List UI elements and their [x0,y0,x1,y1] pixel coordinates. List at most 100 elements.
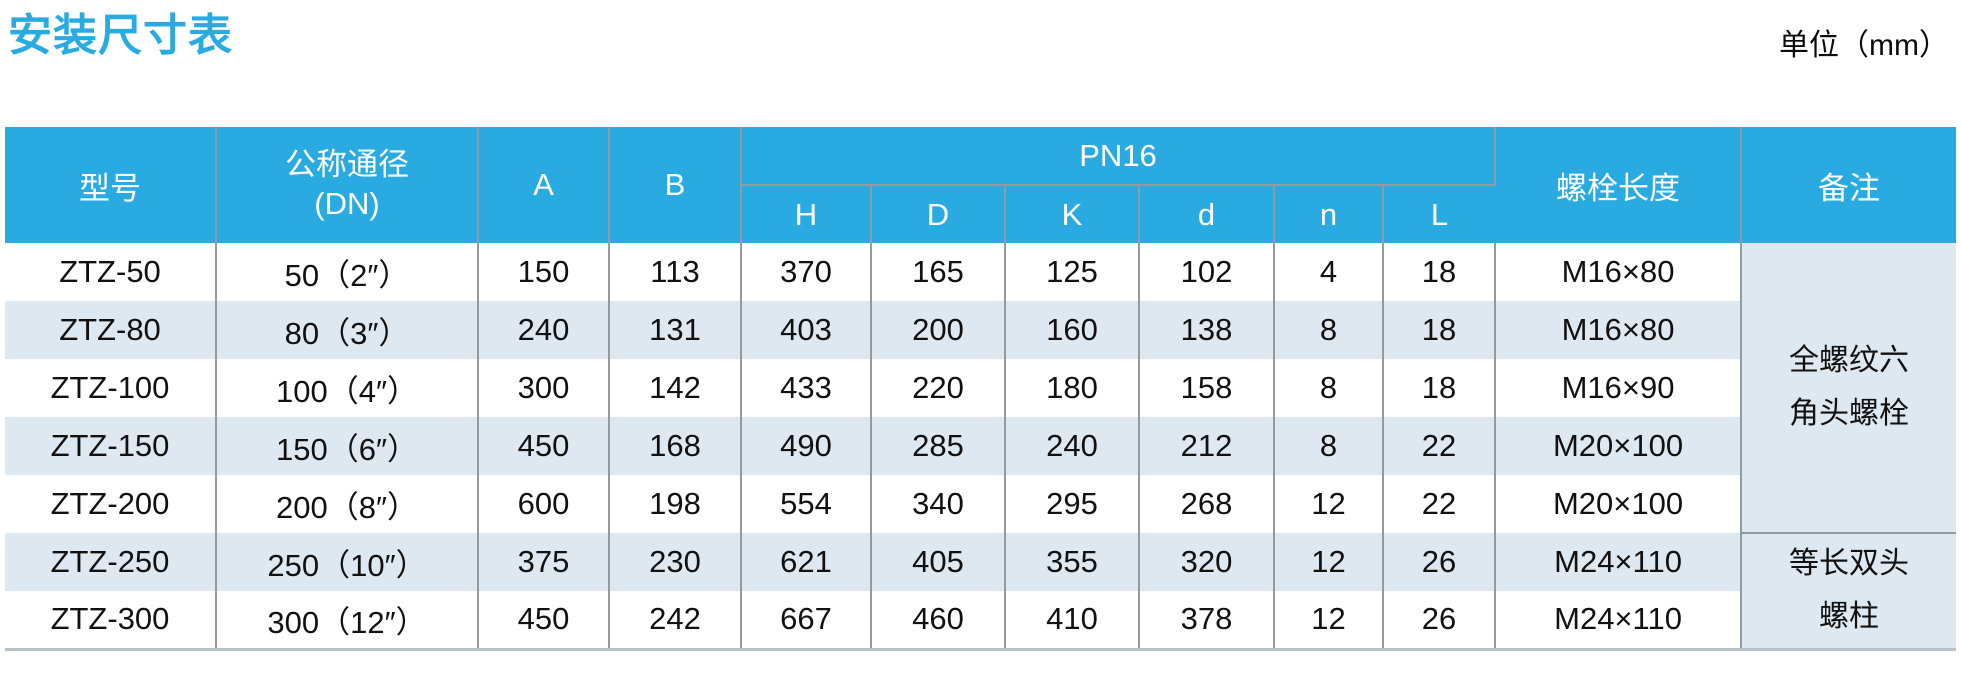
cell-d-outer: 165 [871,243,1006,301]
remark-merged-cell-1: 全螺纹六角头螺栓 [1741,243,1957,533]
cell-h: 490 [741,417,872,475]
cell-k: 125 [1005,243,1140,301]
cell-b: 198 [609,475,742,533]
cell-k: 410 [1005,591,1140,649]
cell-n: 8 [1274,417,1384,475]
cell-bolt: M20×100 [1495,417,1743,475]
remark-merged-cell-2: 等长双头螺柱 [1741,532,1957,649]
cell-bolt: M16×80 [1495,301,1743,359]
header-row-pn16-sub: H D K d n L [5,185,1956,243]
cell-h: 667 [741,591,872,649]
cell-h: 403 [741,301,872,359]
cell-l: 26 [1383,591,1497,649]
cell-d-bolt: 102 [1139,243,1275,301]
cell-dn: 250（10″） [216,533,479,591]
col-header-k: K [1005,185,1140,243]
table-row-ztz-80: ZTZ-80 80（3″） 240 131 403 200 160 138 8 … [5,301,1956,359]
cell-l: 22 [1383,475,1497,533]
cell-a: 450 [478,417,610,475]
cell-a: 375 [478,533,610,591]
cell-d-outer: 340 [871,475,1006,533]
cell-model: ZTZ-200 [5,475,217,533]
cell-b: 168 [609,417,742,475]
col-header-l: L [1383,185,1496,243]
cell-a: 600 [478,475,610,533]
col-header-bolt-length: 螺栓长度 [1495,127,1743,243]
cell-d-outer: 200 [871,301,1006,359]
cell-b: 230 [609,533,742,591]
cell-model: ZTZ-100 [5,359,217,417]
cell-model: ZTZ-50 [5,243,217,301]
cell-n: 4 [1274,243,1384,301]
table-row-ztz-250: ZTZ-250 250（10″） 375 230 621 405 355 320… [5,532,1957,649]
cell-n: 12 [1274,533,1384,591]
cell-k: 180 [1005,359,1140,417]
cell-dn: 150（6″） [216,417,479,475]
cell-h: 433 [741,359,872,417]
cell-dn: 50（2″） [216,243,479,301]
cell-a: 240 [478,301,610,359]
col-header-dn-line2: (DN) [314,186,380,221]
col-header-b: B [609,127,742,243]
table-row-ztz-200: ZTZ-200 200（8″） 600 198 554 340 295 268 … [5,475,1956,533]
cell-l: 22 [1383,417,1497,475]
cell-bolt: M16×80 [1495,243,1743,301]
cell-d-bolt: 320 [1139,533,1275,591]
cell-model: ZTZ-300 [5,591,217,649]
col-header-d-bolt: d [1139,185,1275,243]
cell-model: ZTZ-150 [5,417,217,475]
remark-text: 全螺纹六角头螺栓 [1789,344,1910,430]
table-header: 型号 公称通径 (DN) A B PN16 螺栓长度 备注 H D K d n … [5,127,1957,243]
cell-k: 160 [1005,301,1140,359]
cell-l: 26 [1383,533,1497,591]
cell-h: 621 [741,533,872,591]
col-header-n: n [1274,185,1384,243]
cell-b: 131 [609,301,742,359]
col-header-pn16: PN16 [741,127,1497,186]
cell-d-outer: 405 [871,533,1006,591]
cell-d-outer: 220 [871,359,1006,417]
cell-d-outer: 285 [871,417,1006,475]
cell-n: 8 [1274,301,1384,359]
cell-a: 300 [478,359,610,417]
col-header-dn-line1: 公称通径 [285,147,409,183]
table-row-ztz-150: ZTZ-150 150（6″） 450 168 490 285 240 212 … [5,417,1956,475]
header-row-main: 型号 公称通径 (DN) A B PN16 螺栓长度 备注 [5,127,1957,243]
cell-k: 355 [1005,533,1140,591]
cell-a: 150 [478,243,610,301]
top-bar: 安装尺寸表 单位（mm） [0,0,1961,127]
cell-n: 12 [1274,475,1384,533]
cell-d-bolt: 158 [1139,359,1275,417]
col-header-remark: 备注 [1741,127,1957,243]
cell-l: 18 [1383,243,1497,301]
cell-h: 370 [741,243,872,301]
cell-model: ZTZ-250 [5,533,217,591]
col-header-a: A [478,127,610,243]
cell-n: 12 [1274,591,1384,649]
page-title: 安装尺寸表 [8,11,233,60]
cell-d-outer: 460 [871,591,1006,649]
dimension-table: 型号 公称通径 (DN) A B PN16 螺栓长度 备注 H D K d n … [5,127,1957,651]
cell-d-bolt: 268 [1139,475,1275,533]
cell-bolt: M16×90 [1495,359,1743,417]
cell-dn: 200（8″） [216,475,479,533]
cell-dn: 80（3″） [216,301,479,359]
table-body: ZTZ-50 50（2″） 150 113 370 165 125 102 4 … [5,243,1957,649]
col-header-d-outer: D [871,185,1006,243]
table-row-ztz-50: ZTZ-50 50（2″） 150 113 370 165 125 102 4 … [5,243,1957,533]
cell-bolt: M20×100 [1495,475,1743,533]
cell-d-bolt: 378 [1139,591,1275,649]
cell-k: 295 [1005,475,1140,533]
remark-text: 等长双头螺柱 [1789,547,1910,633]
table-row-ztz-300: ZTZ-300 300（12″） 450 242 667 460 410 378… [5,591,1956,649]
cell-b: 113 [609,243,742,301]
cell-model: ZTZ-80 [5,301,217,359]
cell-dn: 100（4″） [216,359,479,417]
cell-dn: 300（12″） [216,591,479,649]
cell-b: 142 [609,359,742,417]
col-header-dn: 公称通径 (DN) [216,127,479,243]
cell-l: 18 [1383,359,1497,417]
cell-b: 242 [609,591,742,649]
cell-d-bolt: 212 [1139,417,1275,475]
